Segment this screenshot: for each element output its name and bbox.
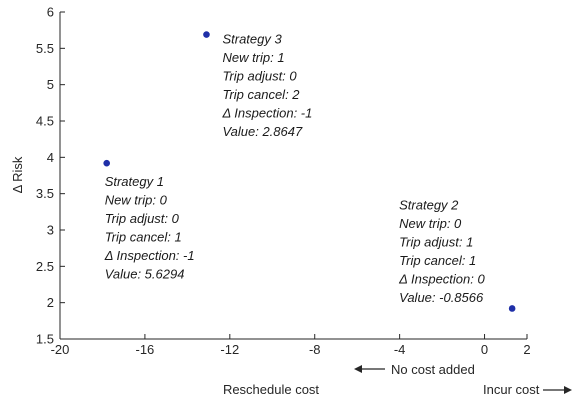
y-tick-label: 1.5 xyxy=(36,332,54,347)
y-tick-label: 3 xyxy=(47,223,54,238)
annotation-line: Value: 5.6294 xyxy=(105,267,185,282)
y-tick-label: 5 xyxy=(47,77,54,92)
incur-cost-arrow: Incur cost xyxy=(483,382,572,397)
annotation-line: Strategy 3 xyxy=(222,32,282,47)
incur-cost-label: Incur cost xyxy=(483,382,540,397)
incur-cost-arrowhead xyxy=(564,386,572,394)
axes xyxy=(59,12,527,340)
annotation-line: Strategy 2 xyxy=(399,197,459,212)
points xyxy=(103,31,516,312)
annotation-line: Strategy 1 xyxy=(105,174,164,189)
annotation-line: Trip adjust: 0 xyxy=(222,69,297,84)
annotation-line: Δ Inspection: -1 xyxy=(104,248,195,263)
y-tick-label: 4 xyxy=(47,150,54,165)
annotations: Strategy 1 New trip: 0 Trip adjust: 0 Trip … xyxy=(104,32,486,305)
annotation-line: New trip: 0 xyxy=(105,193,168,208)
x-tick-label: -20 xyxy=(51,342,70,357)
annotation-line: New trip: 1 xyxy=(222,50,284,65)
x-tick-label: 0 xyxy=(481,342,488,357)
annotation-line: Value: 2.8647 xyxy=(222,124,303,139)
annotation-line: New trip: 0 xyxy=(399,216,462,231)
annotation-strategy-1: Strategy 1 New trip: 0 Trip adjust: 0 Trip … xyxy=(104,174,195,282)
annotation-line: Trip adjust: 1 xyxy=(399,234,473,249)
point-strategy-3 xyxy=(203,31,210,38)
annotation-line: Value: -0.8566 xyxy=(399,290,484,305)
ticks: -20 -16 -12 -8 -4 0 2 1.5 2 2.5 3 3.5 4 4.5 5 5.5 6 xyxy=(36,5,531,358)
annotation-line: Δ Inspection: 0 xyxy=(398,271,485,286)
point-strategy-2 xyxy=(508,305,516,312)
no-cost-label: No cost added xyxy=(391,362,475,377)
x-tick-label: -12 xyxy=(220,342,239,357)
y-tick-label: 2.5 xyxy=(36,259,54,274)
annotation-line: Trip cancel: 1 xyxy=(105,230,182,245)
y-tick-label: 4.5 xyxy=(36,114,54,129)
annotation-line: Δ Inspection: -1 xyxy=(221,106,312,121)
x-tick-label: -8 xyxy=(309,342,321,357)
annotation-line: Trip cancel: 1 xyxy=(399,253,476,268)
annotation-line: Trip cancel: 2 xyxy=(222,87,300,102)
annotation-strategy-3: Strategy 3 New trip: 1 Trip adjust: 0 Trip … xyxy=(221,32,312,140)
y-tick-label: 5.5 xyxy=(36,41,54,56)
x-tick-label: -4 xyxy=(394,342,406,357)
annotation-line: Trip adjust: 0 xyxy=(105,211,180,226)
no-cost-arrowhead xyxy=(354,365,362,373)
no-cost-arrow: No cost added xyxy=(354,362,475,377)
y-tick-label: 3.5 xyxy=(36,186,54,201)
x-tick-label: -16 xyxy=(136,342,155,357)
x-tick-label: 2 xyxy=(523,342,530,357)
point-strategy-1 xyxy=(103,159,110,167)
y-axis-label: Δ Risk xyxy=(10,156,25,193)
y-tick-label: 2 xyxy=(47,295,54,310)
y-tick-label: 6 xyxy=(47,5,54,20)
x-axis-label: Reschedule cost xyxy=(223,382,319,397)
annotation-strategy-2: Strategy 2 New trip: 0 Trip adjust: 1 Trip … xyxy=(398,197,485,305)
